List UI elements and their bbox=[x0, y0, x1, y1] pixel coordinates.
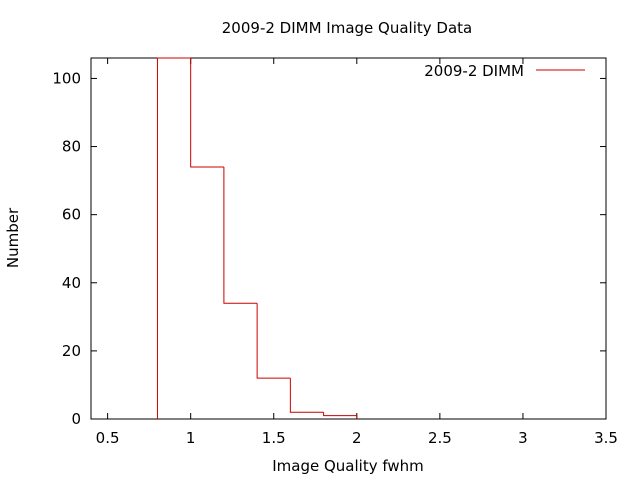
y-tick-label: 40 bbox=[62, 274, 81, 292]
histogram-bin bbox=[156, 57, 191, 419]
y-tick-label: 80 bbox=[62, 138, 81, 156]
x-axis-label: Image Quality fwhm bbox=[272, 457, 424, 475]
x-tick-label: 1 bbox=[186, 429, 196, 447]
x-tick-label: 2.5 bbox=[428, 429, 452, 447]
plot-frame bbox=[90, 57, 607, 420]
x-tick-label: 3.5 bbox=[594, 429, 618, 447]
histogram-series bbox=[156, 57, 358, 419]
histogram-bin bbox=[323, 412, 358, 419]
x-tick-label: 3 bbox=[518, 429, 528, 447]
histogram-bin bbox=[289, 378, 324, 413]
chart-title: 2009-2 DIMM Image Quality Data bbox=[222, 19, 472, 37]
x-tick-label: 2 bbox=[352, 429, 362, 447]
y-tick-label: 60 bbox=[62, 206, 81, 224]
legend-label: 2009-2 DIMM bbox=[424, 62, 524, 80]
axis-tick-labels: 0.5 1 1.5 2 2.5 3 3.5 0 20 40 60 80 100 bbox=[52, 69, 618, 447]
axis-ticks bbox=[91, 58, 607, 420]
y-tick-label: 100 bbox=[52, 69, 81, 87]
y-axis-label: Number bbox=[4, 207, 22, 268]
y-tick-label: 0 bbox=[71, 410, 81, 428]
histogram-bin bbox=[190, 58, 224, 168]
x-tick-label: 0.5 bbox=[96, 429, 120, 447]
y-tick-label: 20 bbox=[62, 342, 81, 360]
legend: 2009-2 DIMM bbox=[424, 62, 585, 80]
x-tick-label: 1.5 bbox=[262, 429, 286, 447]
histogram-bin bbox=[256, 303, 291, 379]
histogram-bin bbox=[223, 166, 258, 304]
